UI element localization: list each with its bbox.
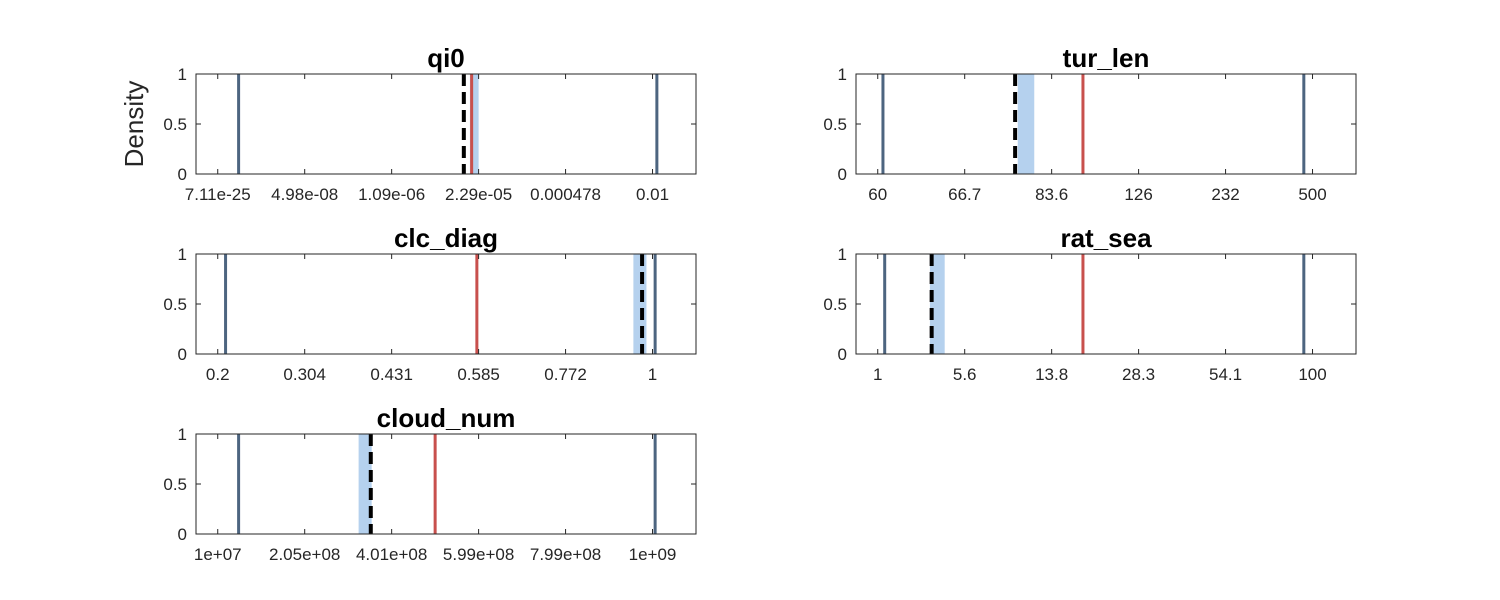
x-tick-label: 0.2 xyxy=(206,365,230,384)
x-tick-label: 1e+09 xyxy=(629,545,677,564)
subplots-grid: 0 0.5 1 7.11e-25 4.98e-08 1.09e-06 2.29e-05 0.0… xyxy=(163,43,1357,564)
plot-area xyxy=(196,434,696,534)
subplot-rat-sea: 0 0.5 1 1 5.6 13.8 28.3 54.1 100 rat_sea xyxy=(823,223,1357,384)
shaded-band xyxy=(469,74,479,174)
y-tick-label: 1 xyxy=(178,65,187,84)
shaded-band xyxy=(929,254,945,354)
subplot-title: cloud_num xyxy=(377,403,516,433)
subplot-qi0: 0 0.5 1 7.11e-25 4.98e-08 1.09e-06 2.29e-05 0.0… xyxy=(163,43,697,204)
y-tick-label: 0 xyxy=(838,345,847,364)
y-tick-label: 0.5 xyxy=(163,115,187,134)
x-tick-label: 1e+07 xyxy=(194,545,242,564)
y-tick-label: 0 xyxy=(178,165,187,184)
y-tick-label: 0.5 xyxy=(163,295,187,314)
y-tick-label: 0 xyxy=(838,165,847,184)
x-tick-label: 0.01 xyxy=(636,185,669,204)
x-tick-label: 0.772 xyxy=(544,365,587,384)
x-tick-label: 232 xyxy=(1211,185,1239,204)
plot-area xyxy=(196,74,696,174)
y-tick-label: 0 xyxy=(178,525,187,544)
x-tick-label: 1.09e-06 xyxy=(358,185,425,204)
x-tick-label: 100 xyxy=(1298,365,1326,384)
x-tick-label: 0.585 xyxy=(457,365,500,384)
subplot-title: qi0 xyxy=(427,43,465,73)
y-tick-label: 1 xyxy=(178,245,187,264)
x-tick-label: 2.29e-05 xyxy=(445,185,512,204)
subplot-title: clc_diag xyxy=(394,223,498,253)
x-tick-label: 500 xyxy=(1298,185,1326,204)
x-tick-label: 7.99e+08 xyxy=(530,545,601,564)
subplot-clc-diag: 0 0.5 1 0.2 0.304 0.431 0.585 0.772 1 clc_diag xyxy=(163,223,697,384)
x-tick-label: 54.1 xyxy=(1209,365,1242,384)
y-tick-label: 0 xyxy=(178,345,187,364)
x-tick-label: 4.98e-08 xyxy=(271,185,338,204)
subplot-cloud-num: 0 0.5 1 1e+07 2.05e+08 4.01e+08 5.99e+08 7.99e+… xyxy=(163,403,697,564)
x-tick-label: 126 xyxy=(1124,185,1152,204)
x-tick-label: 28.3 xyxy=(1122,365,1155,384)
y-tick-label: 0.5 xyxy=(163,475,187,494)
x-tick-label: 1 xyxy=(648,365,657,384)
x-tick-label: 0.431 xyxy=(370,365,413,384)
y-tick-label: 0.5 xyxy=(823,295,847,314)
x-tick-label: 7.11e-25 xyxy=(185,185,251,204)
y-tick-label: 1 xyxy=(178,425,187,444)
x-tick-label: 83.6 xyxy=(1035,185,1068,204)
x-tick-label: 1 xyxy=(873,365,882,384)
subplot-tur-len: 0 0.5 1 60 66.7 83.6 126 232 500 tur_len xyxy=(823,43,1357,204)
x-tick-label: 2.05e+08 xyxy=(269,545,340,564)
x-tick-label: 0.304 xyxy=(283,365,326,384)
subplot-title: rat_sea xyxy=(1060,223,1152,253)
x-tick-label: 4.01e+08 xyxy=(356,545,427,564)
y-tick-label: 1 xyxy=(838,65,847,84)
shaded-band xyxy=(1017,74,1035,174)
x-tick-label: 5.6 xyxy=(953,365,977,384)
x-tick-label: 66.7 xyxy=(948,185,981,204)
x-tick-label: 13.8 xyxy=(1035,365,1068,384)
y-tick-label: 1 xyxy=(838,245,847,264)
x-tick-label: 5.99e+08 xyxy=(443,545,514,564)
shaded-band xyxy=(633,254,647,354)
plot-area xyxy=(856,74,1356,174)
y-axis-label: Density xyxy=(119,81,149,168)
shaded-band xyxy=(358,434,372,534)
subplot-title: tur_len xyxy=(1063,43,1150,73)
x-tick-label: 60 xyxy=(868,185,887,204)
x-tick-label: 0.000478 xyxy=(530,185,601,204)
plot-area xyxy=(196,254,696,354)
y-tick-label: 0.5 xyxy=(823,115,847,134)
